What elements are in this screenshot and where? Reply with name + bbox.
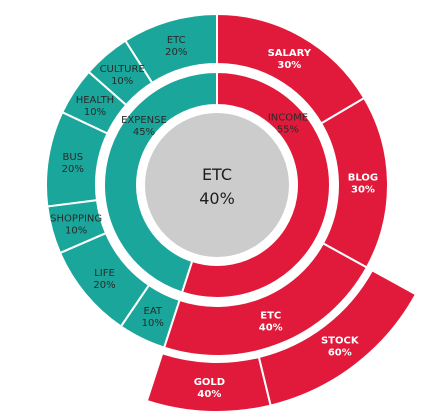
outer-label-expense-culture-value: 10% (111, 76, 133, 87)
outer-label-expense-etc-name: ETC (167, 35, 186, 46)
outer-label-income-blog-value: 30% (351, 185, 375, 196)
third-label-stock-value: 60% (328, 347, 352, 358)
outer-label-expense-bus-value: 20% (62, 164, 84, 175)
third-label-gold-name: GOLD (194, 377, 225, 388)
outer-label-income-salary-value: 30% (277, 60, 301, 71)
outer-label-expense-shopping-name: SHOPPING (50, 214, 102, 225)
center-label: ETC (202, 165, 232, 184)
outer-label-income-etc-name: ETC (260, 311, 281, 322)
inner-slice-income (180, 70, 331, 299)
outer-label-expense-health-value: 10% (84, 107, 106, 118)
outer-label-expense-eat-name: EAT (144, 306, 163, 317)
outer-label-expense-health-name: HEALTH (76, 95, 115, 106)
inner-label-income-value: 55% (277, 124, 299, 135)
outer-label-expense-etc-value: 20% (165, 47, 187, 58)
outer-label-expense-eat-value: 10% (142, 318, 164, 329)
center-disc (145, 113, 289, 257)
outer-slice-income-blog (319, 96, 389, 269)
inner-label-expense-name: EXPENSE (121, 115, 167, 126)
inner-label-income-name: INCOME (268, 112, 308, 123)
outer-label-income-etc-value: 40% (259, 323, 283, 334)
outer-slice-income-etc (162, 241, 369, 357)
third-label-stock-name: STOCK (321, 335, 360, 346)
third-slice-stock (257, 268, 418, 407)
outer-label-expense-culture-name: CULTURE (100, 64, 145, 75)
outer-label-expense-bus-name: BUS (63, 152, 84, 163)
outer-label-income-salary-name: SALARY (268, 48, 312, 59)
third-slice-gold (145, 352, 272, 413)
outer-label-expense-life-name: LIFE (94, 268, 115, 279)
inner-label-expense-value: 45% (133, 127, 155, 138)
outer-label-expense-shopping-value: 10% (65, 226, 87, 237)
outer-label-income-blog-name: BLOG (348, 173, 378, 184)
inner-slice-expense (103, 70, 218, 294)
third-label-gold-value: 40% (197, 389, 221, 400)
center-value: 40% (199, 189, 235, 208)
outer-slice-income-salary (216, 12, 366, 125)
outer-label-expense-life-value: 20% (93, 280, 115, 291)
